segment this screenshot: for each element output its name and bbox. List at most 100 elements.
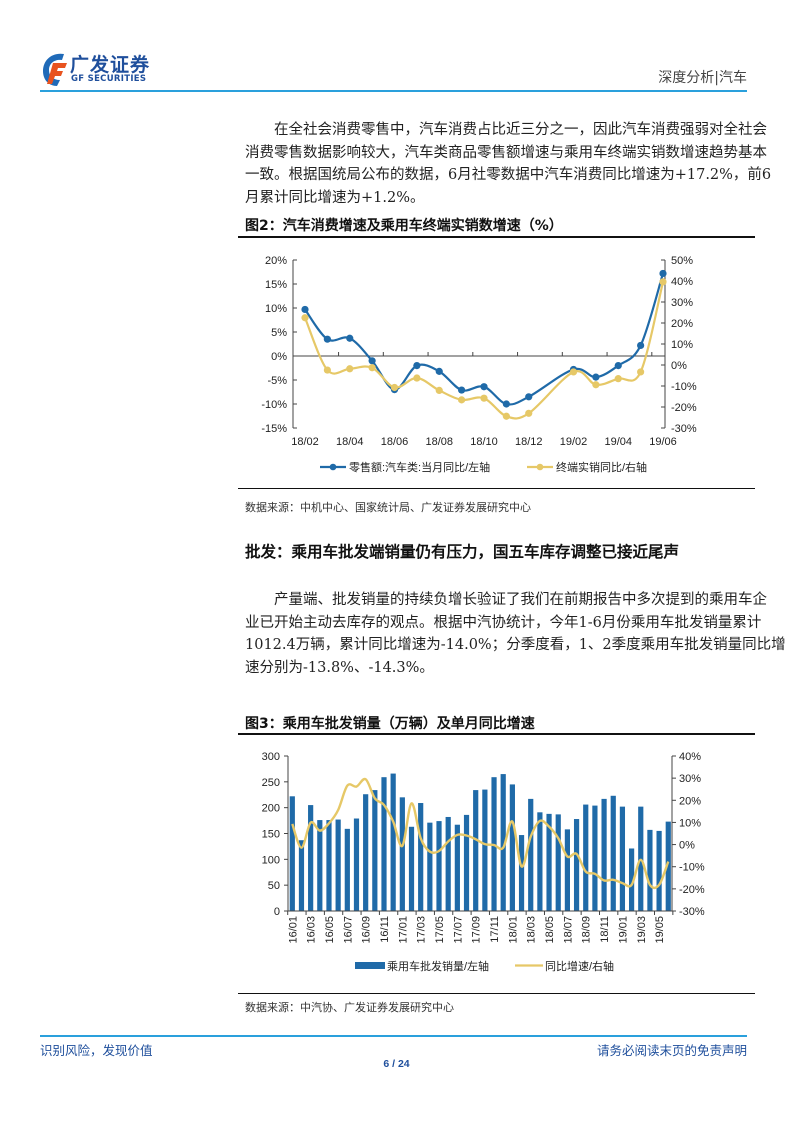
page-number: 6 / 24 [383,1058,410,1070]
data-point-marker [413,362,421,370]
data-point-marker [368,357,376,365]
bar-18/08 [573,819,580,911]
right-tick-label: 20% [671,318,693,330]
bar-18/02 [518,835,525,911]
intro-line: 一致。根据国统局公布的数据，6月社零数据中汽车消费同比增速为+17.2%，前6 [245,167,772,183]
x-tick-label: 19/05 [654,916,666,944]
header-divider [40,90,747,92]
series-line-0 [304,273,665,406]
intro-line: 月累计同比增速为+1.2%。 [245,189,425,206]
left-tick-label: -10% [261,399,287,411]
bar-18/06 [555,814,561,911]
section-heading: 批发：乘用车批发端销量仍有压力，国五车库存调整已接近尾声 [245,543,680,561]
series-line-1 [303,281,665,420]
x-tick-label: 18/11 [599,916,611,943]
left-tick-label: -15% [261,423,287,435]
intro-paragraph: 在全社会消费零售中，汽车消费占比近三分之一，因此汽车消费强弱对全社会 消费零售数… [245,119,772,209]
right-tick-label: -20% [679,884,705,896]
bar-16/01 [289,796,295,911]
legend-label: 终端实销同比/右轴 [556,460,647,474]
figure3-bar-line-chart: 300 250 200 150 100 50 0 40% 30% 20% 10% 0% -10% -20%… [262,751,705,973]
data-point-marker [592,381,600,389]
bar-18/05 [546,813,552,911]
data-point-marker [368,364,376,372]
x-tick-label: 18/05 [544,916,556,944]
logo-english-name: GF SECURITIES [71,74,147,84]
left-tick-label: 0% [271,351,287,363]
footer-disclaimer: 请务必阅读末页的免责声明 [596,1043,747,1058]
bar-17/02 [408,826,415,911]
left-tick-label: 20% [265,255,287,267]
report-category: 深度分析|汽车 [658,70,747,86]
left-tick-label: 100 [262,854,280,866]
x-tick-label: 16/05 [324,916,336,944]
bar-16/05 [326,820,332,911]
bar-19/05 [656,830,662,911]
x-tick-label: 16/09 [361,916,373,944]
footer-divider [40,1035,747,1037]
figure3-title: 图3：乘用车批发销量（万辆）及单月同比增速 [245,716,535,732]
right-tick-label: 50% [671,255,693,267]
x-tick-label: 18/04 [336,436,364,448]
x-tick-label: 18/02 [291,436,319,448]
x-tick-label: 18/08 [425,436,453,448]
right-tick-label: 30% [671,297,693,309]
bar-17/04 [427,822,433,911]
figure2-source: 数据来源：中机中心、国家统计局、广发证券发展研究中心 [245,501,531,514]
figure2-top-rule [238,236,755,238]
x-tick-label: 17/05 [434,916,446,944]
data-point-marker [458,386,466,394]
bar-19/01 [619,806,626,911]
x-tick-label: 16/01 [287,916,299,944]
data-point-marker [525,393,533,401]
footer-slogan: 识别风险，发现价值 [40,1043,153,1058]
right-tick-label: 20% [679,795,701,807]
bar-17/10 [482,789,488,911]
right-tick-label: -10% [679,862,705,874]
bar-18/04 [537,812,543,911]
x-tick-label: 18/09 [581,916,593,944]
x-tick-label: 18/07 [562,916,574,944]
x-tick-label: 16/07 [342,916,354,944]
bar-16/09 [363,794,369,911]
right-tick-label: 40% [679,751,701,763]
left-tick-label: 0 [274,906,280,918]
x-tick-label: 16/03 [306,916,318,944]
bar-16/04 [317,820,323,911]
data-point-marker [301,305,309,314]
data-point-marker [301,314,309,322]
gf-logo-icon [43,53,67,86]
growth-rate-line [291,777,670,890]
paragraph-line: 产量端、批发销量的持续负增长验证了我们在前期报告中多次提到的乘用车企 [274,592,767,608]
data-point-marker [525,409,533,417]
bar-19/06 [665,821,671,911]
left-tick-label: 200 [262,803,280,815]
data-point-marker [502,400,510,408]
bar-16/07 [344,828,350,911]
figure2-bottom-rule [238,488,755,489]
data-point-marker [435,367,443,375]
data-point-marker [637,368,645,376]
data-point-marker [323,335,331,343]
data-point-marker [346,365,354,373]
left-tick-label: 250 [262,777,280,789]
left-tick-label: 15% [265,279,287,291]
bar-18/07 [564,829,570,911]
figure3-top-rule [238,733,755,735]
bar-18/01 [509,784,515,911]
figure2-title: 图2：汽车消费增速及乘用车终端实销数增速（%） [245,218,563,234]
bar-16/02 [298,840,305,911]
x-tick-label: 18/12 [515,436,543,448]
x-tick-label: 18/10 [470,436,498,448]
right-tick-label: 10% [671,339,693,351]
bar-17/03 [418,803,424,911]
data-point-marker [413,374,421,382]
paragraph-line: 业已开始主动去库存的观点。根据中汽协统计，今年1-6月份乘用车批发销量累计 [245,614,762,631]
x-tick-label: 17/09 [471,916,483,944]
figure2-line-chart: 20% 15% 10% 5% 0% -5% -10% -15% 50% 40% 30% 20% 10% 0… [261,255,697,474]
bar-17/05 [436,821,442,911]
bar-17/12 [500,774,506,911]
figure3-bottom-rule [238,993,755,994]
data-point-marker [435,386,443,395]
data-point-marker [502,412,510,420]
